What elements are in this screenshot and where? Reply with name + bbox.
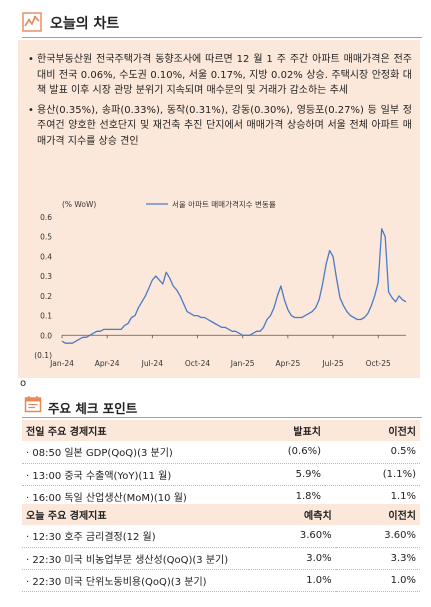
indicator-name: · 12:30 호주 금리결정(12 월) bbox=[22, 525, 250, 548]
previous-value: 0.5% bbox=[324, 441, 420, 464]
section-today-chart-header: 오늘의 차트 bbox=[22, 6, 422, 38]
previous-value: 1.0% bbox=[335, 569, 420, 592]
calendar-icon bbox=[24, 396, 42, 413]
x-tick-label: Jan-25 bbox=[230, 359, 255, 368]
legend-label: 서울 아파트 매매가격지수 변동률 bbox=[172, 199, 276, 209]
header-indicator: 전일 주요 경제지표 bbox=[22, 420, 228, 441]
section-title: 오늘의 차트 bbox=[50, 16, 120, 32]
commentary-bullet-2: 용산(0.35%), 송파(0.33%), 동작(0.31%), 강동(0.30… bbox=[28, 103, 412, 150]
table-row: · 13:00 중국 수출액(YoY)(11 월) 5.9% (1.1%) bbox=[22, 463, 420, 486]
y-tick-label: 0.6 bbox=[40, 213, 52, 222]
y-tick-label: (0.1) bbox=[34, 351, 52, 360]
title-divider bbox=[22, 37, 422, 38]
indicator-name: · 13:00 중국 수출액(YoY)(11 월) bbox=[22, 463, 228, 486]
section-title: 주요 체크 포인트 bbox=[48, 401, 138, 416]
title-divider bbox=[22, 417, 422, 418]
actual-value: 5.9% bbox=[227, 463, 325, 486]
y-tick-label: 0.3 bbox=[40, 272, 52, 281]
y-tick-label: 0.2 bbox=[40, 292, 52, 301]
x-tick-label: Apr-25 bbox=[275, 359, 300, 368]
x-tick-label: Oct-25 bbox=[366, 359, 391, 368]
header-indicator: 오늘 주요 경제지표 bbox=[22, 504, 250, 525]
x-tick-label: Jul-25 bbox=[321, 359, 344, 368]
series-line bbox=[61, 228, 407, 344]
table-header-row: 오늘 주요 경제지표 예측치 이전치 bbox=[22, 504, 420, 525]
y-tick-label: 0.1 bbox=[40, 312, 52, 321]
table-row: · 22:30 미국 단위노동비용(QoQ)(3 분기) 1.0% 1.0% bbox=[22, 569, 420, 592]
y-tick-label: 0.0 bbox=[40, 331, 52, 340]
chart-panel: 한국부동산원 전국주택가격 동향조사에 따르면 12 월 1 주 주간 아파트 … bbox=[18, 40, 420, 378]
x-tick-label: Apr-24 bbox=[95, 359, 120, 368]
forecast-value: 3.60% bbox=[249, 525, 336, 548]
indicator-name: · 08:50 일본 GDP(QoQ)(3 분기) bbox=[22, 441, 228, 464]
indicator-name: · 22:30 미국 단위노동비용(QoQ)(3 분기) bbox=[22, 569, 250, 592]
x-tick-label: Jul-24 bbox=[141, 359, 164, 368]
forecast-value: 3.0% bbox=[249, 547, 336, 570]
table-row: · 12:30 호주 금리결정(12 월) 3.60% 3.60% bbox=[22, 525, 420, 548]
table-row: · 22:30 미국 비농업부문 생산성(QoQ)(3 분기) 3.0% 3.3… bbox=[22, 547, 420, 570]
previous-value: 3.3% bbox=[335, 547, 420, 570]
actual-value: (0.6%) bbox=[227, 441, 325, 464]
commentary-bullet-1: 한국부동산원 전국주택가격 동향조사에 따르면 12 월 1 주 주간 아파트 … bbox=[28, 52, 412, 99]
line-chart: (% WoW) 서울 아파트 매매가격지수 변동률 (0.1) 0.0 0.1 0.2 0.… bbox=[34, 199, 407, 368]
header-forecast: 예측치 bbox=[249, 504, 336, 525]
table-row: · 08:50 일본 GDP(QoQ)(3 분기) (0.6%) 0.5% bbox=[22, 441, 420, 464]
y-tick-label: 0.5 bbox=[40, 233, 52, 242]
y-axis-label: (% WoW) bbox=[62, 200, 96, 209]
forecast-value: 1.0% bbox=[249, 569, 336, 592]
x-tick-label: Jan-24 bbox=[49, 359, 74, 368]
y-tick-label: 0.4 bbox=[40, 252, 52, 261]
header-previous: 이전치 bbox=[324, 420, 420, 441]
previous-value: (1.1%) bbox=[324, 463, 420, 486]
line-chart-icon bbox=[22, 12, 42, 32]
header-previous: 이전치 bbox=[335, 504, 420, 525]
commentary: 한국부동산원 전국주택가격 동향조사에 따르면 12 월 1 주 주간 아파트 … bbox=[28, 52, 412, 153]
previous-day-indicators-table: 전일 주요 경제지표 발표치 이전치 · 08:50 일본 GDP(QoQ)(3… bbox=[22, 420, 420, 508]
separator-glyph: o bbox=[20, 378, 27, 389]
header-actual: 발표치 bbox=[227, 420, 325, 441]
previous-value: 3.60% bbox=[335, 525, 420, 548]
indicator-name: · 22:30 미국 비농업부문 생산성(QoQ)(3 분기) bbox=[22, 547, 250, 570]
today-indicators-table: 오늘 주요 경제지표 예측치 이전치 · 12:30 호주 금리결정(12 월)… bbox=[22, 504, 420, 592]
x-tick-label: Oct-24 bbox=[185, 359, 210, 368]
table-header-row: 전일 주요 경제지표 발표치 이전치 bbox=[22, 420, 420, 441]
